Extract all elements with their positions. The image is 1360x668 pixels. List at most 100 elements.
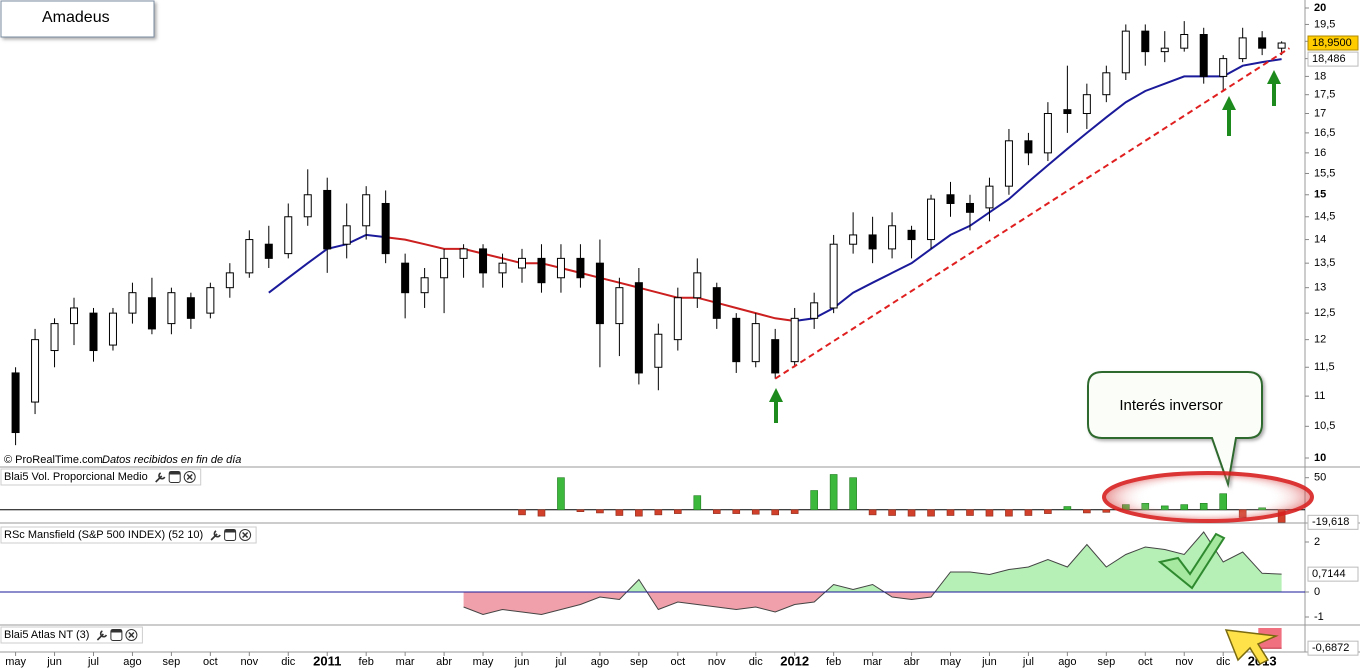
arrow [1267, 70, 1281, 106]
bar [635, 509, 643, 517]
candle-body [1102, 72, 1111, 96]
bar [771, 509, 780, 516]
close-button[interactable] [125, 629, 138, 641]
candle-body [11, 372, 20, 434]
window-icon-bar[interactable] [169, 471, 181, 475]
settings-button[interactable] [155, 472, 166, 483]
price-label-box [1307, 35, 1359, 51]
settings-button[interactable] [210, 530, 221, 541]
candle-body [342, 225, 351, 245]
y-tick-label: 2 [1314, 536, 1320, 548]
callout-bubble [1087, 371, 1263, 488]
y-tick-label: 13,5 [1314, 257, 1335, 269]
x-tick-label: mar [396, 656, 415, 668]
candle-body [771, 339, 780, 374]
x-tick-label: oct [670, 656, 685, 668]
bar [1024, 509, 1033, 516]
area-line [463, 531, 1282, 616]
candle-body [1004, 140, 1013, 187]
callout-text: Interés inversor [1119, 397, 1222, 414]
bar [1102, 509, 1111, 513]
cursor-icon [1224, 629, 1279, 665]
settings-icon[interactable] [155, 472, 166, 483]
candle-body [1063, 109, 1072, 115]
close-icon-cross[interactable] [242, 531, 249, 539]
candle-body [1160, 47, 1169, 53]
candle-body [1258, 37, 1267, 49]
close-icon-cross[interactable] [128, 631, 135, 639]
x-tick-label: may [473, 656, 494, 668]
candle-body [1121, 30, 1130, 74]
price-label-box [1307, 51, 1359, 67]
candle-body [927, 198, 936, 241]
x-tick-label: abr [904, 656, 920, 668]
y-tick-label: 16,5 [1314, 127, 1335, 139]
bar [1063, 506, 1072, 511]
candle-body [1199, 34, 1208, 77]
window-icon-bar[interactable] [224, 529, 236, 533]
bar [751, 509, 760, 515]
x-tick-label: abr [436, 656, 452, 668]
x-tick-label: 2011 [313, 653, 341, 668]
y-tick-label: 12,5 [1314, 307, 1335, 319]
candle-body [206, 287, 215, 314]
x-tick-label: dic [1216, 656, 1231, 668]
window-button[interactable] [224, 529, 237, 541]
x-tick-label: may [5, 656, 26, 668]
settings-button[interactable] [96, 630, 108, 641]
source-note: Datos recibidos en fin de día [102, 454, 241, 466]
candle-body [245, 239, 254, 274]
x-tick-label: mar [863, 656, 882, 668]
price-label: 0,7144 [1312, 568, 1346, 580]
x-tick-label: sep [630, 656, 648, 668]
bar [693, 495, 702, 511]
window-button[interactable] [110, 629, 123, 641]
x-tick-label: oct [203, 656, 218, 668]
candle-body [1277, 42, 1286, 49]
x-tick-label: jun [981, 656, 997, 668]
candle-body [537, 257, 546, 284]
candle-body [615, 287, 624, 325]
candle-body [868, 234, 877, 250]
candle-body [693, 272, 702, 299]
title-frame [0, 0, 155, 38]
x-tick-label: jul [554, 656, 566, 668]
candle-body [381, 202, 390, 255]
y-tick-label: 16 [1314, 147, 1326, 159]
candle-body [673, 297, 682, 341]
x-tick-label: jul [87, 656, 99, 668]
candle-body [576, 257, 585, 279]
close-button[interactable] [239, 529, 252, 541]
close-button[interactable] [183, 471, 196, 483]
bar [1083, 509, 1091, 514]
candle-body [108, 312, 117, 346]
x-tick-label: ago [123, 656, 141, 668]
candle-body [518, 257, 526, 269]
x-tick-label: feb [826, 656, 841, 668]
y-tick-label: 10 [1314, 452, 1326, 464]
settings-icon[interactable] [210, 530, 221, 541]
window-button[interactable] [168, 471, 181, 483]
candle-body [420, 277, 429, 294]
window-icon-bar[interactable] [110, 629, 122, 633]
candle-body [1219, 58, 1228, 77]
settings-icon[interactable] [96, 630, 108, 641]
chart-title: Amadeus [42, 9, 110, 26]
bar [712, 509, 721, 514]
bar [1044, 509, 1052, 514]
price-label-box [1307, 640, 1359, 656]
x-tick-label: sep [1097, 656, 1115, 668]
bar [849, 477, 857, 511]
candle-body [556, 257, 565, 279]
price-label-box [1307, 566, 1359, 582]
candle-body [147, 297, 156, 330]
panel-header: Blai5 Atlas NT (3) [0, 626, 143, 644]
close-icon-cross[interactable] [186, 473, 193, 481]
bar [829, 474, 838, 511]
callout [1087, 371, 1263, 488]
bar [790, 509, 799, 514]
candle-body [440, 257, 449, 279]
candle-body [70, 307, 79, 325]
candle-body [654, 333, 663, 368]
candle-body [401, 262, 410, 294]
